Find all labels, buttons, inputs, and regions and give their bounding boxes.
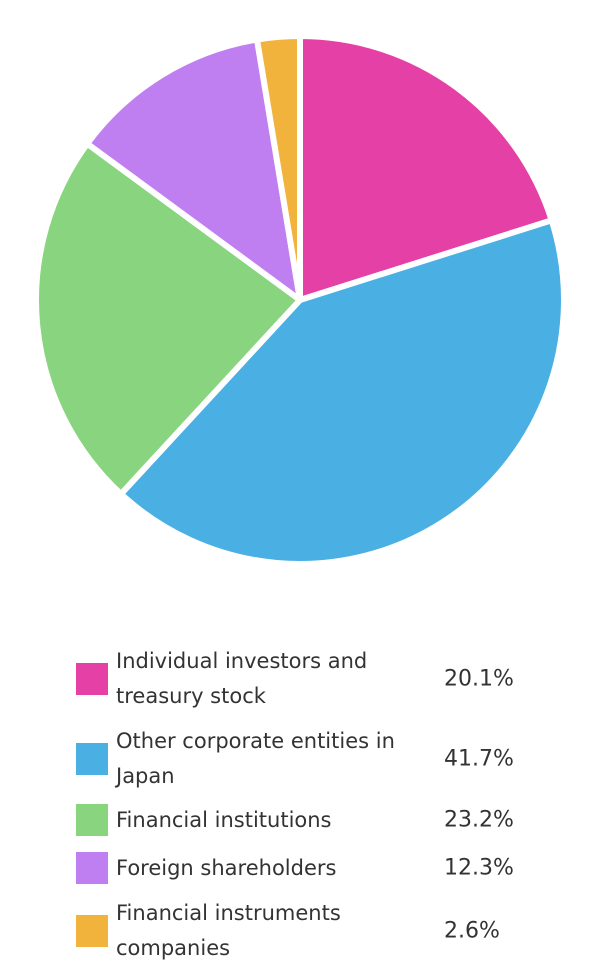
legend-value: 2.6%	[444, 918, 500, 944]
legend-label: Individual investors and treasury stock	[116, 649, 368, 708]
legend-item: Financial institutions 23.2%	[76, 800, 546, 840]
legend-label: Foreign shareholders	[116, 855, 337, 880]
pie-slice	[117, 217, 567, 567]
legend-value: 23.2%	[444, 807, 514, 833]
legend-value: 41.7%	[444, 746, 514, 772]
legend-label: Other corporate entities in Japan	[116, 729, 395, 788]
legend-item: Individual investors and treasury stock …	[76, 644, 546, 714]
legend-value: 12.3%	[444, 855, 514, 881]
legend-label: Financial instruments companies	[116, 901, 341, 960]
pie-slice	[254, 33, 303, 303]
pie-slice	[33, 140, 303, 498]
legend-swatch	[76, 743, 108, 775]
pie-slice	[84, 36, 303, 303]
legend-item: Foreign shareholders 12.3%	[76, 848, 546, 888]
legend-swatch	[76, 852, 108, 884]
legend-item: Financial instruments companies 2.6%	[76, 896, 546, 966]
pie-slice	[297, 33, 555, 303]
legend-item: Other corporate entities in Japan 41.7%	[76, 724, 546, 794]
legend-swatch	[76, 915, 108, 947]
legend: Individual investors and treasury stock …	[76, 644, 546, 966]
pie-chart	[33, 33, 567, 567]
legend-swatch	[76, 663, 108, 695]
legend-label: Financial institutions	[116, 807, 332, 832]
legend-swatch	[76, 804, 108, 836]
legend-value: 20.1%	[444, 666, 514, 692]
